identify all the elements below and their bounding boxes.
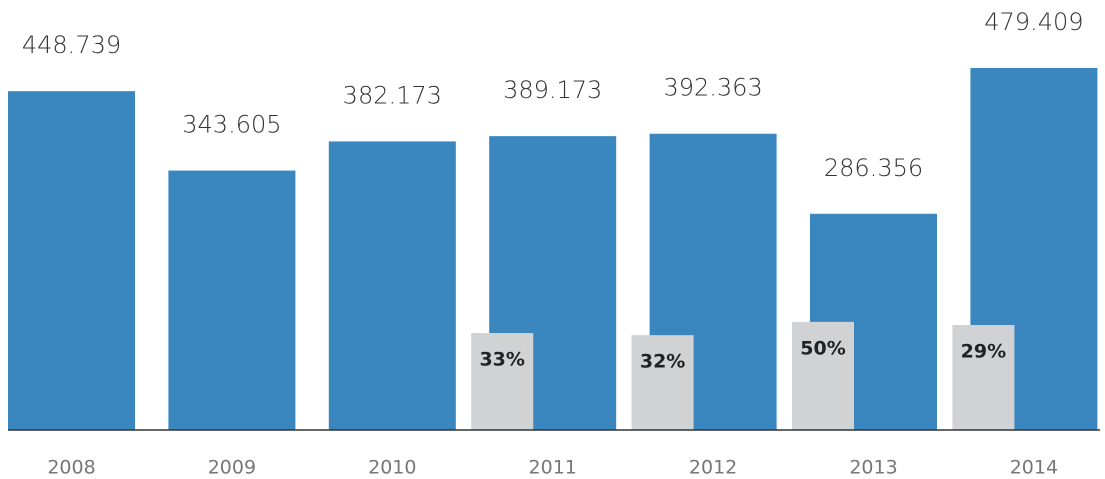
bar	[168, 170, 296, 430]
value-label: 389.173	[503, 76, 602, 104]
x-tick-label: 2014	[1010, 457, 1058, 479]
share-label: 50%	[800, 337, 845, 359]
x-tick-label: 2008	[47, 457, 95, 479]
share-label: 32%	[640, 351, 685, 373]
x-tick-label: 2012	[689, 457, 737, 479]
value-label: 286.356	[824, 154, 923, 182]
x-tick-label: 2010	[368, 457, 416, 479]
share-bar	[631, 335, 694, 430]
value-label: 382.173	[343, 81, 442, 109]
bar	[8, 91, 135, 430]
share-bar	[471, 333, 534, 430]
share-label: 33%	[479, 349, 524, 371]
value-label: 392.363	[663, 74, 762, 102]
share-label: 29%	[961, 341, 1006, 363]
value-label: 343.605	[182, 111, 281, 139]
bar	[328, 141, 456, 430]
share-bar	[792, 321, 854, 430]
value-label: 479.409	[984, 8, 1083, 36]
share-bar	[952, 325, 1015, 430]
x-tick-label: 2011	[529, 457, 577, 479]
x-tick-label: 2009	[208, 457, 256, 479]
x-tick-label: 2013	[849, 457, 897, 479]
value-label: 448.739	[22, 31, 121, 59]
